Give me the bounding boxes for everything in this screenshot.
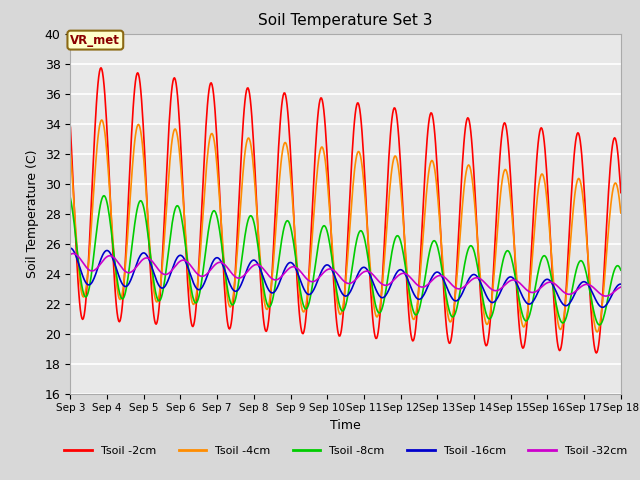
Legend: Tsoil -2cm, Tsoil -4cm, Tsoil -8cm, Tsoil -16cm, Tsoil -32cm: Tsoil -2cm, Tsoil -4cm, Tsoil -8cm, Tsoi… <box>60 441 631 460</box>
Text: VR_met: VR_met <box>70 34 120 47</box>
X-axis label: Time: Time <box>330 419 361 432</box>
Title: Soil Temperature Set 3: Soil Temperature Set 3 <box>259 13 433 28</box>
Y-axis label: Soil Temperature (C): Soil Temperature (C) <box>26 149 39 278</box>
